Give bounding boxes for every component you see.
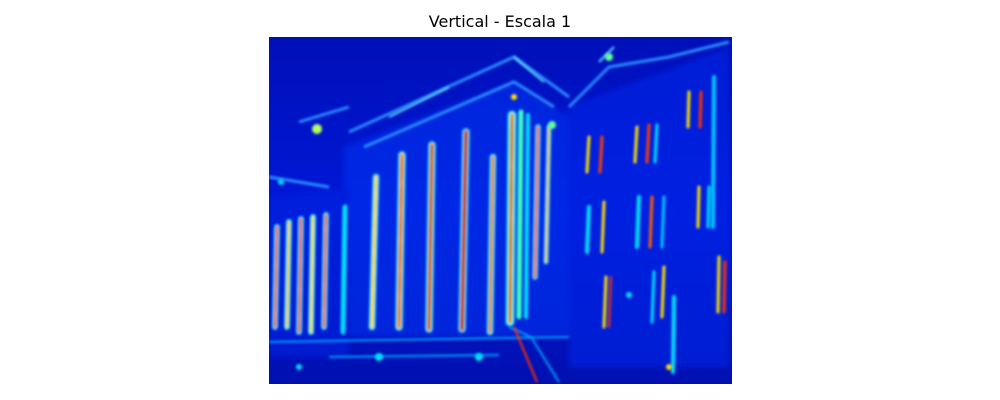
edge-map-svg — [269, 37, 732, 384]
figure-title: Vertical - Escala 1 — [428, 12, 572, 31]
edge-map-image — [269, 37, 732, 384]
bright-spots — [278, 53, 672, 370]
diagonal-railing — [513, 326, 538, 383]
column-edges — [272, 75, 727, 374]
